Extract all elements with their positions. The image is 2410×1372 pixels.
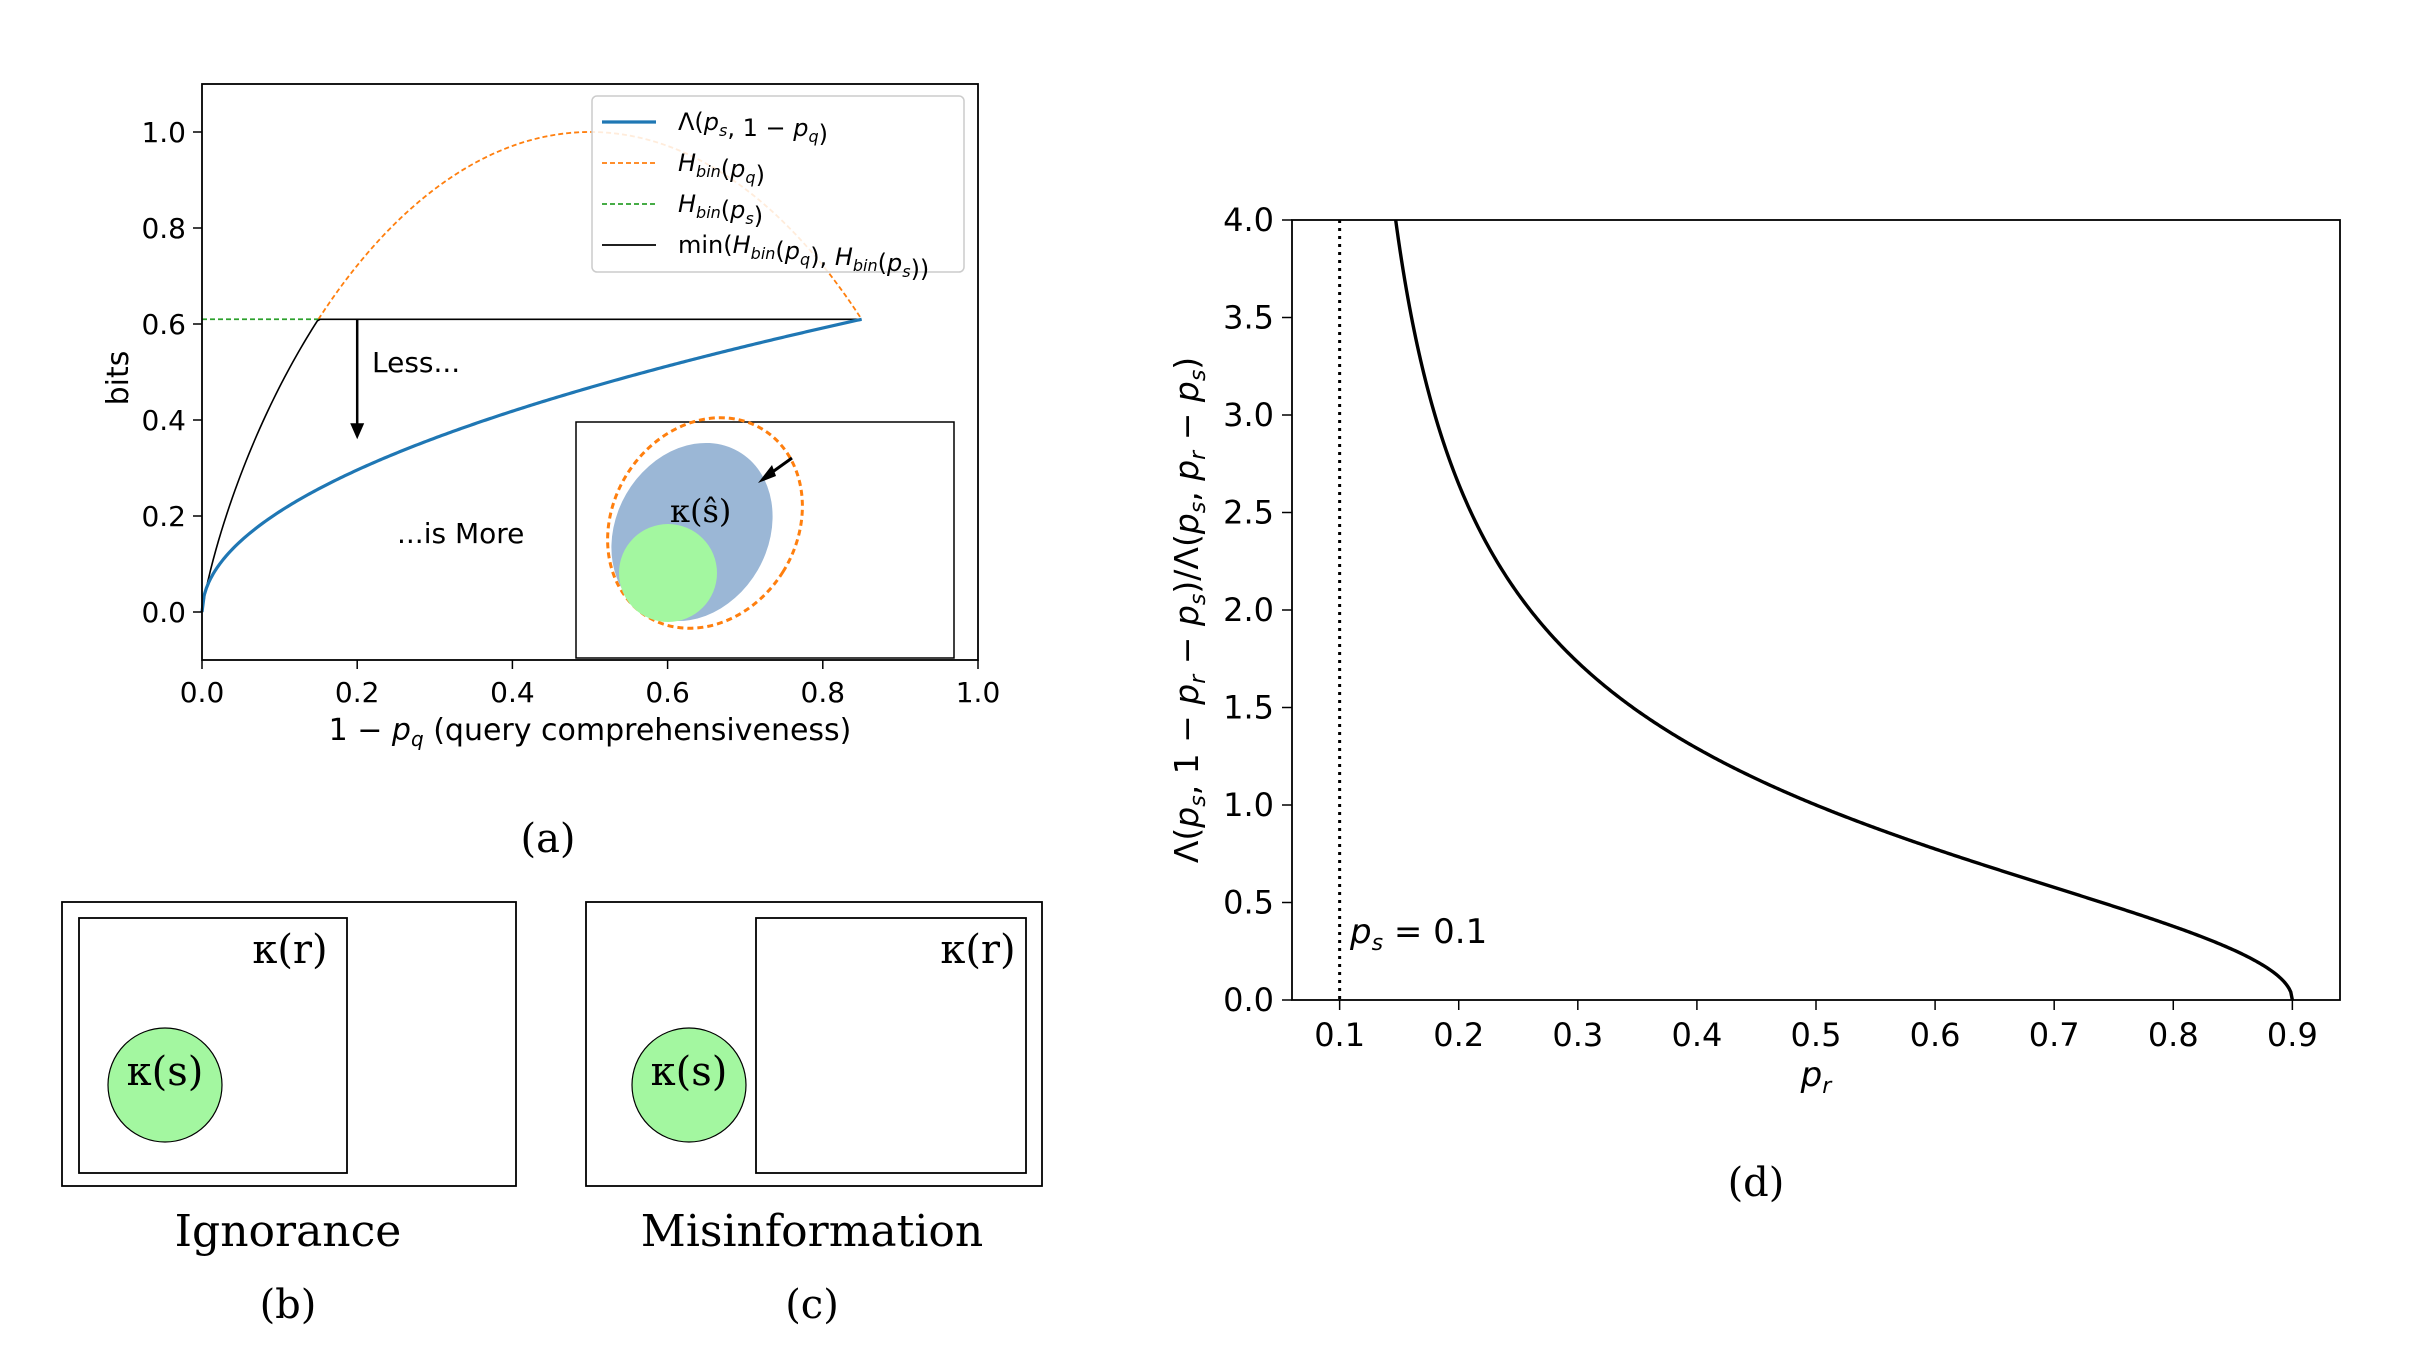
- a-x-tick-label: 0.8: [801, 676, 846, 709]
- c-title: Misinformation: [641, 1206, 983, 1257]
- a-y-tick-label: 0.8: [141, 212, 186, 245]
- legend-entry: min(Hbin(pq), Hbin(ps)): [678, 231, 929, 283]
- legend-entry: Hbin(ps): [678, 190, 763, 230]
- d-y-tick-label: 2.5: [1223, 494, 1274, 532]
- c-s-circle: [631, 1027, 747, 1143]
- a-x-tick-label: 1.0: [956, 676, 1001, 709]
- c-outer-frame: [585, 901, 1043, 1187]
- min-hbin-line: [201, 318, 862, 613]
- panel-d-y-axis-label: Λ(ps, 1 − pr − ps)/Λ(ps, pr − ps): [1167, 357, 1211, 863]
- panel-a-caption: (a): [520, 816, 575, 862]
- d-y-tick-label: 2.0: [1223, 591, 1274, 629]
- b-s-circle: [107, 1027, 223, 1143]
- panel-d-x-axis-label: pr: [1800, 1055, 1834, 1099]
- panel-b-diagram: κ(s) κ(r) Ignorance (b): [61, 901, 517, 1328]
- d-y-tick-label: 1.5: [1223, 689, 1274, 727]
- a-x-tick-label: 0.6: [645, 676, 690, 709]
- panel-a-x-axis-label: 1 − pq (query comprehensiveness): [329, 713, 852, 751]
- d-x-tick-label: 0.3: [1552, 1016, 1603, 1054]
- d-y-tick-label: 0.5: [1223, 884, 1274, 922]
- d-x-tick-label: 0.5: [1791, 1016, 1842, 1054]
- c-caption: (c): [785, 1282, 839, 1328]
- panel-a-y-axis-label: bits: [101, 351, 136, 406]
- inset-arrow-head: [758, 465, 776, 483]
- d-x-tick-label: 0.4: [1671, 1016, 1722, 1054]
- panel-a-chart: Less... ...is More κ(ŝ) 0.0 0.2 0.4 0.6 0.8 1…: [101, 83, 1001, 862]
- legend-entry: Hbin(pq): [678, 149, 765, 189]
- ratio-curve: [1393, 219, 2295, 1001]
- panel-a-y-ticks: 0.0 0.2 0.4 0.6 0.8 1.0: [141, 116, 202, 629]
- b-title: Ignorance: [175, 1206, 402, 1257]
- panel-d-x-ticks: 0.1 0.2 0.3 0.4 0.5 0.6 0.7 0.8 0.9: [1314, 1000, 2318, 1054]
- c-s-label: κ(s): [651, 1049, 728, 1095]
- panel-a-plot-frame: [201, 83, 979, 661]
- lambda-line: [200, 317, 862, 613]
- d-y-tick-label: 1.0: [1223, 786, 1274, 824]
- d-x-tick-label: 0.7: [2029, 1016, 2080, 1054]
- r-dashed-outline: [606, 416, 804, 630]
- a-x-tick-label: 0.4: [490, 676, 535, 709]
- legend-entry: Λ(ps, 1 − pq): [678, 108, 828, 148]
- shat-label: κ(ŝ): [670, 492, 731, 530]
- b-r-box: [78, 917, 348, 1174]
- b-outer-frame: [61, 901, 517, 1187]
- c-r-label: κ(r): [940, 927, 1015, 973]
- d-x-tick-label: 0.2: [1433, 1016, 1484, 1054]
- d-y-tick-label: 4.0: [1223, 201, 1274, 239]
- panel-d-series-group: [1338, 219, 2295, 1001]
- panel-d-plot-frame: [1291, 219, 2341, 1001]
- a-y-tick-label: 0.6: [141, 308, 186, 341]
- panel-c-diagram: κ(s) κ(r) Misinformation (c): [585, 901, 1043, 1328]
- a-y-tick-label: 1.0: [141, 116, 186, 149]
- inset-diagram: κ(ŝ): [575, 416, 955, 659]
- panel-a-annotations: Less... ...is More: [372, 346, 524, 550]
- is-more-annotation: ...is More: [397, 517, 524, 550]
- b-r-label: κ(r): [252, 927, 327, 973]
- a-x-tick-label: 0.0: [180, 676, 225, 709]
- c-r-box: [755, 917, 1027, 1174]
- a-y-tick-label: 0.4: [141, 404, 186, 437]
- less-arrow-head: [350, 423, 365, 440]
- a-x-tick-label: 0.2: [335, 676, 380, 709]
- d-x-tick-label: 0.8: [2148, 1016, 2199, 1054]
- a-y-tick-label: 0.0: [141, 596, 186, 629]
- panel-d-y-ticks: 0.0 0.5 1.0 1.5 2.0 2.5 3.0 3.5 4.0: [1223, 201, 1292, 1019]
- d-x-tick-label: 0.1: [1314, 1016, 1365, 1054]
- b-caption: (b): [260, 1282, 317, 1328]
- panel-d-caption: (d): [1728, 1160, 1785, 1206]
- panel-a-x-ticks: 0.0 0.2 0.4 0.6 0.8 1.0: [180, 660, 1001, 709]
- a-y-tick-label: 0.2: [141, 500, 186, 533]
- legend-box: [591, 95, 965, 273]
- b-s-label: κ(s): [127, 1049, 204, 1095]
- s-circle: [619, 524, 717, 622]
- d-x-tick-label: 0.9: [2267, 1016, 2318, 1054]
- d-y-tick-label: 3.5: [1223, 299, 1274, 337]
- d-x-tick-label: 0.6: [1910, 1016, 1961, 1054]
- ps-vline-label: ps = 0.1: [1349, 912, 1487, 956]
- panel-d-chart: 0.1 0.2 0.3 0.4 0.5 0.6 0.7 0.8 0.9 0.0 0.5 1.0 1.5…: [1167, 201, 2341, 1206]
- d-y-tick-label: 0.0: [1223, 981, 1274, 1019]
- d-y-tick-label: 3.0: [1223, 396, 1274, 434]
- panel-a-legend: Λ(ps, 1 − pq)Hbin(pq)Hbin(ps)min(Hbin(pq…: [591, 95, 965, 283]
- less-annotation: Less...: [372, 346, 460, 379]
